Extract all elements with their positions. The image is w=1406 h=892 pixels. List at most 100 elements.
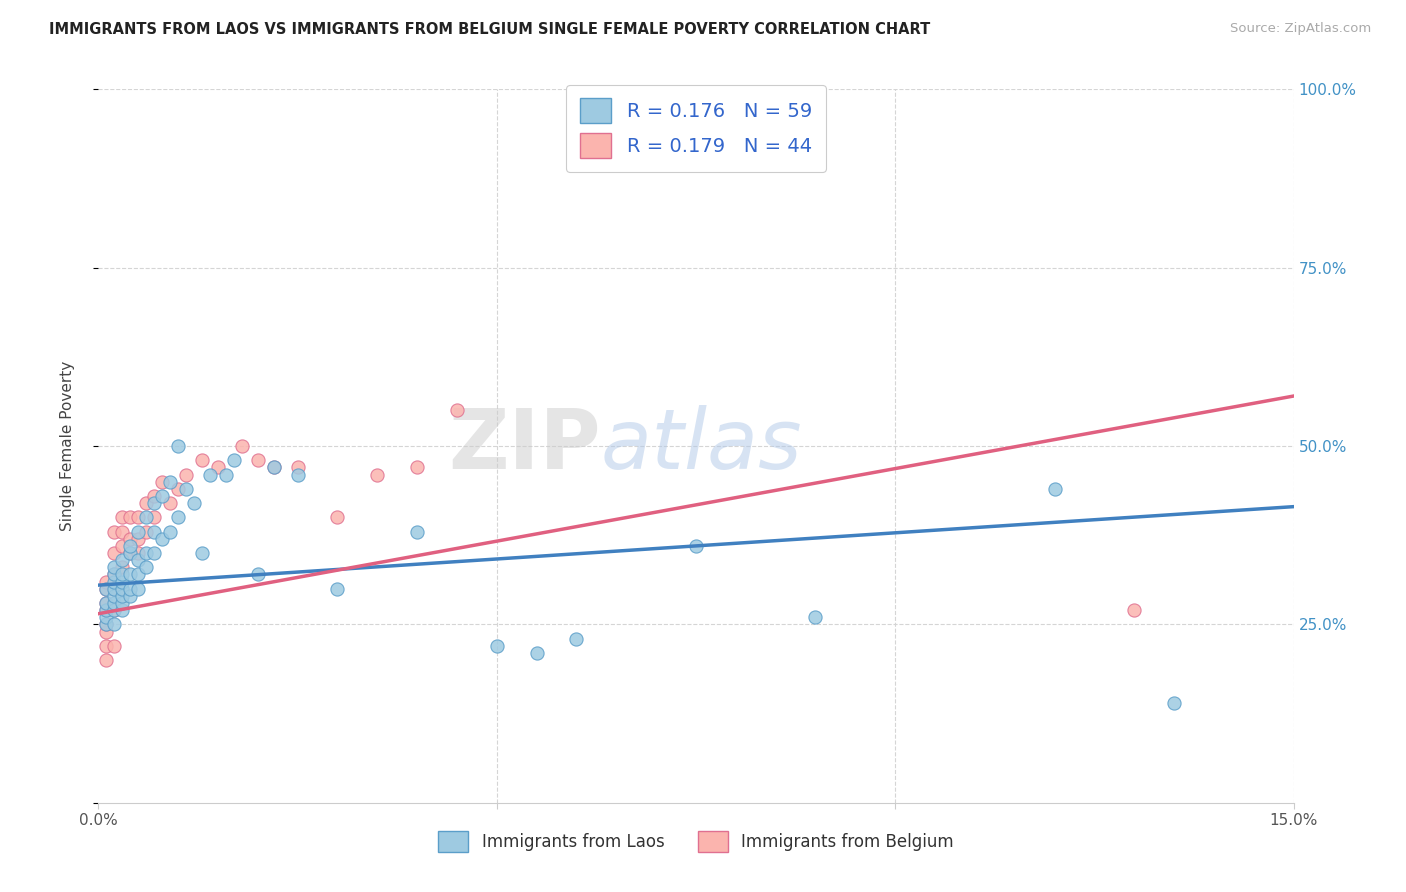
Point [446,403,468,417]
Point [685,539,707,553]
Point [120,546,142,560]
Point [135,510,157,524]
Point [111,524,134,539]
Point [246,453,269,467]
Point [111,589,134,603]
Legend: Immigrants from Laos, Immigrants from Belgium: Immigrants from Laos, Immigrants from Be… [432,824,960,859]
Point [127,510,149,524]
Y-axis label: Single Female Poverty: Single Female Poverty [60,361,75,531]
Point [111,560,134,574]
Point [1043,482,1066,496]
Point [111,539,134,553]
Point [96,582,118,596]
Point [120,532,142,546]
Point [111,596,134,610]
Point [1163,696,1185,710]
Point [191,453,214,467]
Point [143,510,166,524]
Point [96,653,118,667]
Point [326,510,349,524]
Point [103,603,125,617]
Point [526,646,548,660]
Point [287,467,309,482]
Point [143,546,166,560]
Point [127,553,149,567]
Point [143,496,166,510]
Point [120,589,142,603]
Point [96,596,118,610]
Point [127,532,149,546]
Point [111,582,134,596]
Point [406,524,429,539]
Point [150,532,173,546]
Point [150,489,173,503]
Point [96,617,118,632]
Point [159,496,181,510]
Point [127,567,149,582]
Text: IMMIGRANTS FROM LAOS VS IMMIGRANTS FROM BELGIUM SINGLE FEMALE POVERTY CORRELATIO: IMMIGRANTS FROM LAOS VS IMMIGRANTS FROM … [49,22,931,37]
Point [231,439,253,453]
Point [111,553,134,567]
Point [135,496,157,510]
Point [103,567,125,582]
Point [167,482,190,496]
Point [143,489,166,503]
Point [167,510,190,524]
Point [96,603,118,617]
Point [120,567,142,582]
Point [103,589,125,603]
Point [135,560,157,574]
Point [135,546,157,560]
Point [174,467,197,482]
Point [103,596,125,610]
Text: Source: ZipAtlas.com: Source: ZipAtlas.com [1230,22,1371,36]
Point [198,467,221,482]
Point [191,546,214,560]
Point [207,460,229,475]
Point [111,574,134,589]
Point [406,460,429,475]
Point [96,596,118,610]
Point [103,574,125,589]
Point [103,524,125,539]
Point [326,582,349,596]
Point [111,567,134,582]
Point [143,524,166,539]
Point [120,546,142,560]
Point [127,582,149,596]
Point [103,639,125,653]
Point [127,546,149,560]
Point [111,603,134,617]
Point [485,639,508,653]
Point [96,617,118,632]
Point [150,475,173,489]
Point [103,560,125,574]
Point [103,603,125,617]
Point [120,510,142,524]
Point [96,582,118,596]
Point [127,524,149,539]
Point [103,582,125,596]
Point [215,467,238,482]
Point [96,624,118,639]
Point [174,482,197,496]
Point [159,475,181,489]
Point [103,546,125,560]
Point [103,617,125,632]
Point [96,610,118,624]
Point [183,496,205,510]
Point [120,582,142,596]
Point [287,460,309,475]
Point [111,510,134,524]
Point [222,453,245,467]
Point [804,610,827,624]
Text: ZIP: ZIP [449,406,600,486]
Point [120,539,142,553]
Point [366,467,388,482]
Point [103,582,125,596]
Point [103,567,125,582]
Point [159,524,181,539]
Point [167,439,190,453]
Point [96,603,118,617]
Point [1123,603,1146,617]
